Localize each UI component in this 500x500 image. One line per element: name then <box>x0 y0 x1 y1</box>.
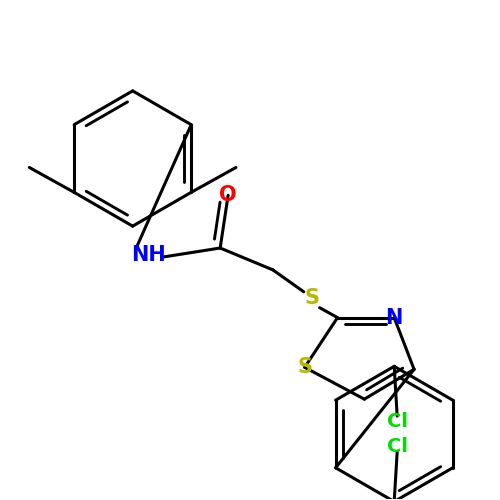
Text: S: S <box>304 288 319 308</box>
Text: N: N <box>386 308 403 328</box>
Text: Cl: Cl <box>386 412 407 430</box>
Text: S: S <box>297 358 312 378</box>
Text: NH: NH <box>131 245 166 265</box>
Text: Cl: Cl <box>386 438 407 456</box>
Text: O: O <box>220 186 237 206</box>
